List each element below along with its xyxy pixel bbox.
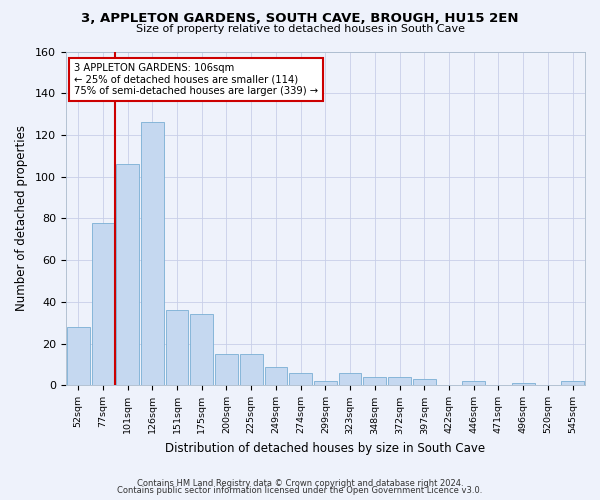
- X-axis label: Distribution of detached houses by size in South Cave: Distribution of detached houses by size …: [166, 442, 485, 455]
- Bar: [240, 354, 263, 386]
- Bar: [67, 327, 89, 386]
- Bar: [364, 377, 386, 386]
- Bar: [116, 164, 139, 386]
- Bar: [215, 354, 238, 386]
- Bar: [413, 379, 436, 386]
- Bar: [265, 366, 287, 386]
- Bar: [339, 373, 361, 386]
- Text: Contains HM Land Registry data © Crown copyright and database right 2024.: Contains HM Land Registry data © Crown c…: [137, 478, 463, 488]
- Bar: [289, 373, 312, 386]
- Text: Size of property relative to detached houses in South Cave: Size of property relative to detached ho…: [136, 24, 464, 34]
- Bar: [314, 382, 337, 386]
- Bar: [92, 222, 114, 386]
- Text: 3, APPLETON GARDENS, SOUTH CAVE, BROUGH, HU15 2EN: 3, APPLETON GARDENS, SOUTH CAVE, BROUGH,…: [81, 12, 519, 26]
- Bar: [512, 384, 535, 386]
- Bar: [166, 310, 188, 386]
- Bar: [388, 377, 411, 386]
- Bar: [463, 382, 485, 386]
- Text: 3 APPLETON GARDENS: 106sqm
← 25% of detached houses are smaller (114)
75% of sem: 3 APPLETON GARDENS: 106sqm ← 25% of deta…: [74, 63, 318, 96]
- Bar: [190, 314, 213, 386]
- Bar: [141, 122, 164, 386]
- Y-axis label: Number of detached properties: Number of detached properties: [15, 126, 28, 312]
- Text: Contains public sector information licensed under the Open Government Licence v3: Contains public sector information licen…: [118, 486, 482, 495]
- Bar: [561, 382, 584, 386]
